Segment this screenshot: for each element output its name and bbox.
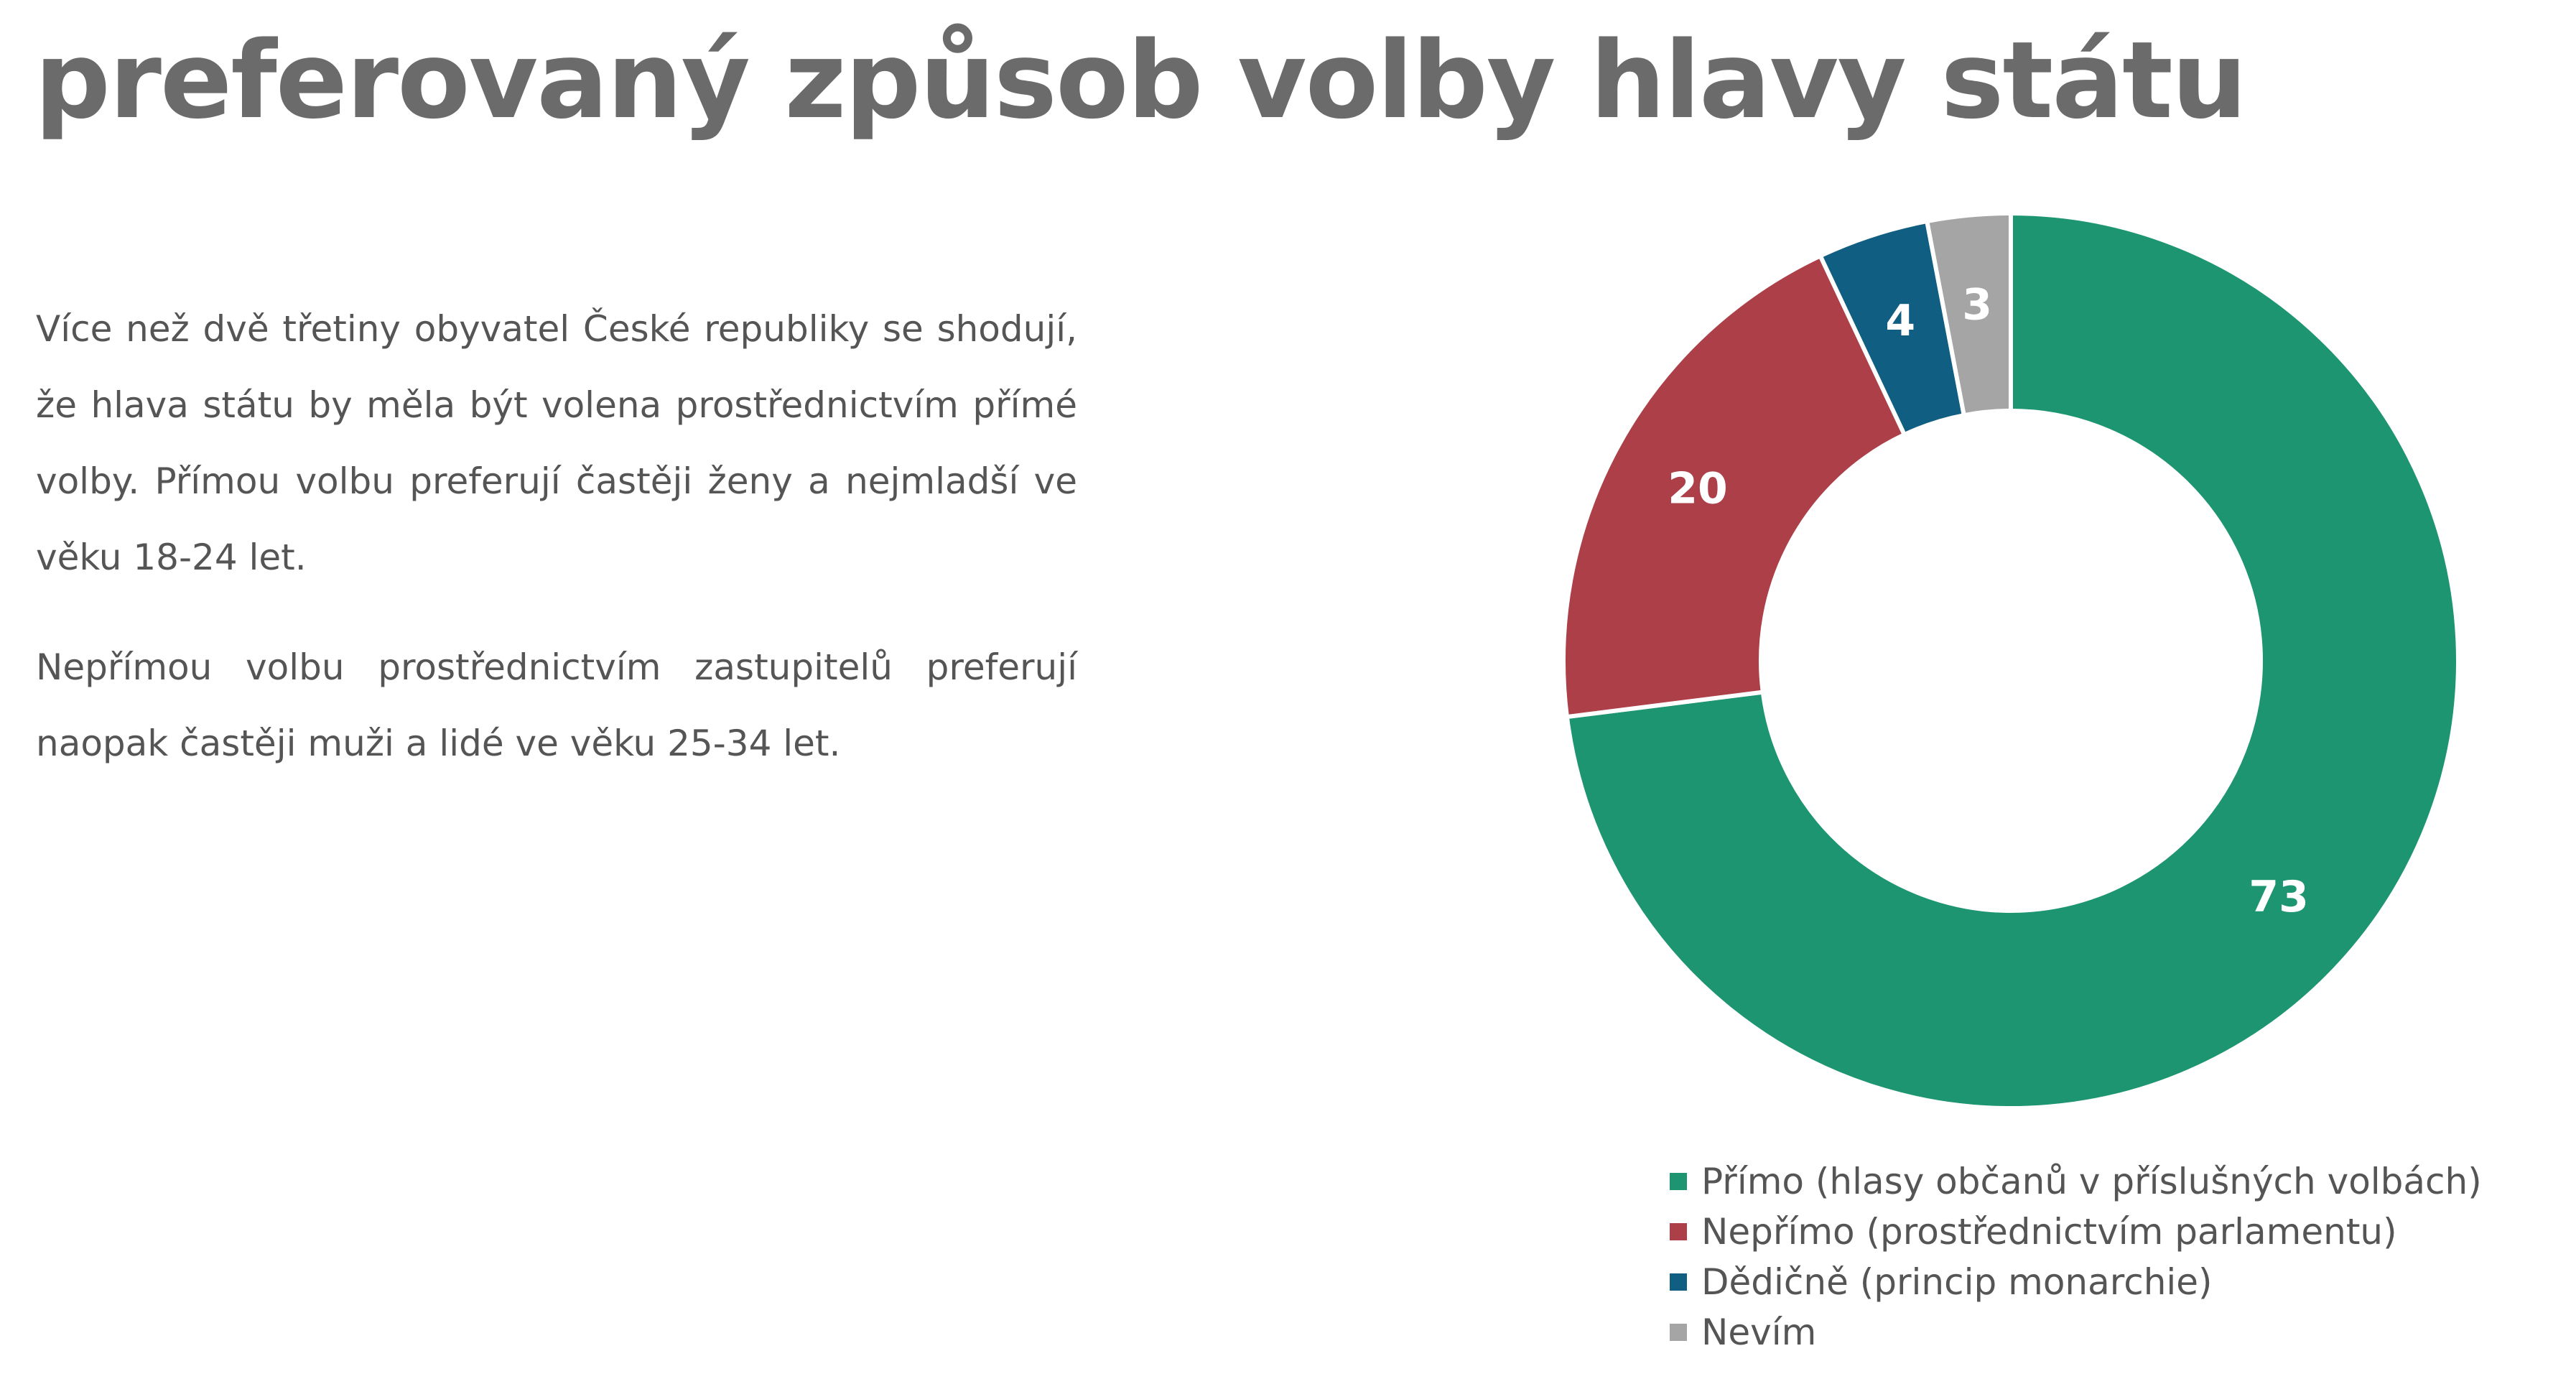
legend-label: Dědičně (princip monarchie): [1701, 1261, 2213, 1303]
legend-label: Přímo (hlasy občanů v příslušných volbác…: [1701, 1161, 2482, 1202]
data-label: 20: [1668, 463, 1728, 514]
legend-item-primo: Přímo (hlasy občanů v příslušných volbác…: [1670, 1156, 2482, 1207]
legend-swatch: [1670, 1223, 1687, 1240]
paragraph: Nepřímou volbu prostřednictvím zastupite…: [36, 646, 1077, 764]
legend-item-nevim: Nevím: [1670, 1307, 2482, 1357]
donut-slice: [1924, 210, 2013, 418]
donut-slices: [1561, 210, 2460, 1110]
donut-chart: 73 20 4 3: [1508, 194, 2514, 1156]
donut-chart-svg: 73 20 4 3: [1561, 210, 2460, 1110]
data-label: 3: [1962, 280, 1992, 330]
data-label: 4: [1885, 296, 1915, 346]
legend-swatch: [1670, 1273, 1687, 1291]
chart-legend: Přímo (hlasy občanů v příslušných volbác…: [1670, 1156, 2482, 1357]
data-label: 73: [2249, 872, 2309, 922]
page-title: preferovaný způsob volby hlavy státu: [34, 19, 2247, 142]
description-text: Více než dvě třetiny obyvatel České repu…: [36, 291, 1077, 815]
legend-item-dedicne: Dědičně (princip monarchie): [1670, 1257, 2482, 1307]
legend-swatch: [1670, 1324, 1687, 1341]
legend-swatch: [1670, 1173, 1687, 1190]
paragraph: Více než dvě třetiny obyvatel České repu…: [36, 308, 1077, 578]
legend-label: Nevím: [1701, 1311, 1817, 1353]
legend-label: Nepřímo (prostřednictvím parlamentu): [1701, 1211, 2397, 1253]
donut-data-labels: 73 20 4 3: [1668, 280, 2309, 922]
legend-item-neprimo: Nepřímo (prostřednictvím parlamentu): [1670, 1207, 2482, 1257]
donut-slice: [1561, 253, 1907, 720]
donut-slice: [1564, 210, 2460, 1110]
